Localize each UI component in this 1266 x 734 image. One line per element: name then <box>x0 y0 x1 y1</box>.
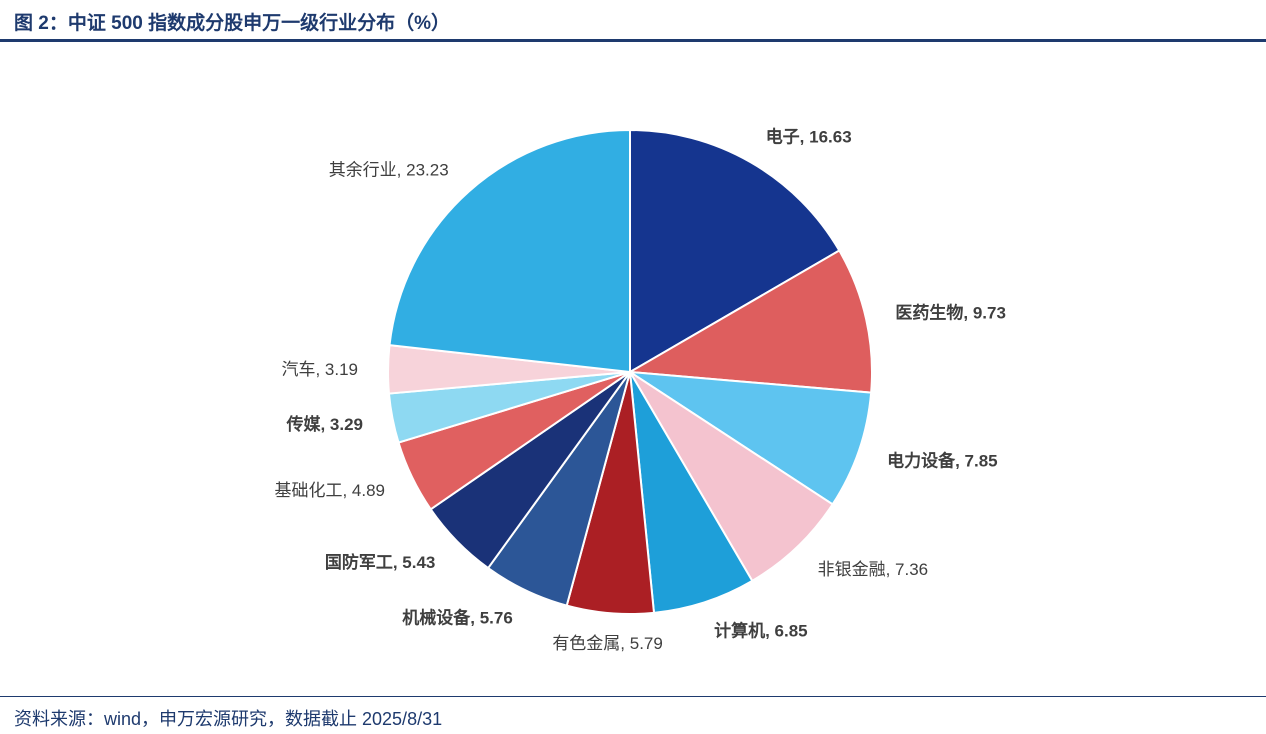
slice-label-10: 传媒, 3.29 <box>285 414 363 434</box>
figure-title: 图 2：中证 500 指数成分股申万一级行业分布（%） <box>14 13 450 34</box>
pie-chart: 电子, 16.63 医药生物, 9.73 电力设备, 7.85 非银金融, 7.36 计… <box>274 126 1006 653</box>
slice-label-8: 国防军工, 5.43 <box>325 552 436 572</box>
pie-slice-2 <box>629 249 873 394</box>
pie-slice-12 <box>388 129 631 373</box>
pie-slice-1 <box>629 129 841 373</box>
footer-divider <box>0 696 1266 697</box>
slice-label-12: 其余行业, 23.23 <box>329 160 449 179</box>
slice-label-4: 非银金融, 7.36 <box>818 560 929 579</box>
slice-label-9: 基础化工, 4.89 <box>274 481 385 500</box>
slice-label-11: 汽车, 3.19 <box>281 360 358 379</box>
pie-slice-5 <box>629 371 754 614</box>
slice-label-1: 电子, 16.63 <box>766 126 852 146</box>
slice-label-7: 机械设备, 5.76 <box>402 607 513 627</box>
pie-slice-3 <box>629 371 873 506</box>
pie-slice-4 <box>629 371 834 582</box>
slice-label-5: 计算机, 6.85 <box>714 621 808 641</box>
slice-label-2: 医药生物, 9.73 <box>895 303 1006 323</box>
title-divider <box>0 39 1266 42</box>
slice-label-6: 有色金属, 5.79 <box>552 634 663 653</box>
source-note: 资料来源：wind，申万宏源研究，数据截止 2025/8/31 <box>14 709 443 729</box>
slice-label-3: 电力设备, 7.85 <box>887 451 998 471</box>
